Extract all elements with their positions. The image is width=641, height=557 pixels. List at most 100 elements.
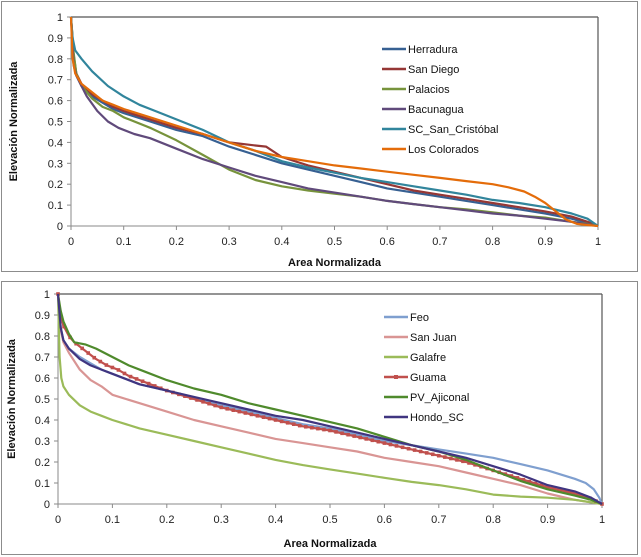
legend-label: Guama: [410, 372, 447, 384]
data-point: [267, 416, 272, 421]
x-tick-label: 0.4: [268, 514, 283, 526]
data-point: [455, 458, 459, 462]
x-tick-label: 0.9: [540, 514, 555, 526]
x-tick-label: 0.2: [169, 236, 184, 248]
data-point: [340, 431, 344, 436]
y-tick-label: 0.2: [48, 179, 63, 191]
y-tick-label: 0.7: [48, 75, 63, 87]
x-axis-title: Area Normalizada: [284, 538, 378, 550]
y-axis-title: Elevación Normalizada: [8, 61, 20, 182]
y-tick-label: 0.1: [35, 478, 50, 490]
data-point: [183, 394, 187, 398]
data-point: [406, 446, 411, 451]
data-point: [563, 489, 568, 494]
legend-label: SC_San_Cristóbal: [408, 124, 499, 136]
data-point: [225, 407, 230, 411]
x-tick-label: 0.3: [214, 514, 229, 526]
series-markers-guama: [56, 292, 604, 506]
data-point: [316, 426, 320, 431]
data-point: [297, 423, 302, 428]
x-tick-label: 0.1: [116, 236, 131, 248]
data-point: [582, 494, 586, 499]
data-point: [213, 403, 217, 408]
data-point: [545, 485, 550, 489]
data-point: [515, 476, 520, 480]
y-tick-label: 0.7: [35, 352, 50, 364]
x-tick-label: 0.4: [274, 236, 289, 248]
data-point: [376, 439, 381, 444]
legend-label: Los Colorados: [408, 144, 479, 156]
legend-label: Galafre: [410, 352, 446, 364]
data-point: [255, 414, 260, 418]
y-tick-label: 0: [57, 221, 63, 233]
data-point: [527, 479, 532, 484]
chart-bottom: 0 0.1 0.2 0.3 0.4 0.5 0.6 0.7 0.8 0.9 1 0 0.1 0.2 0.3 0…: [6, 289, 605, 550]
legend-item-herradura: Herradura: [382, 44, 458, 56]
series-line-herradura: [69, 16, 599, 228]
legend-label: Hondo_SC: [410, 412, 464, 424]
legend-item-pv-ajiconal: PV_Ajiconal: [384, 392, 469, 404]
legend-item-hondo-sc: Hondo_SC: [384, 412, 464, 424]
data-point: [437, 453, 441, 458]
legend-item-bacunagua: Bacunagua: [382, 104, 465, 116]
data-point: [328, 428, 332, 433]
data-point: [237, 409, 242, 414]
legend-label: PV_Ajiconal: [410, 392, 469, 404]
x-tick-label: 0.9: [538, 236, 553, 248]
legend-item-los-colorados: Los Colorados: [382, 144, 479, 156]
chart-panel-top: [1, 1, 638, 272]
data-point: [364, 437, 369, 441]
legend-label: San Juan: [410, 332, 456, 344]
x-tick-label: 0.5: [322, 514, 337, 526]
data-point: [551, 486, 556, 491]
x-tick-label: 0.7: [432, 236, 447, 248]
data-point: [273, 418, 278, 422]
data-point: [152, 384, 157, 388]
data-point: [249, 412, 254, 417]
x-tick-label: 0.6: [377, 514, 392, 526]
legend-label: Feo: [410, 312, 429, 324]
y-tick-label: 0.2: [35, 457, 50, 469]
legend-item-sc-san-crist-bal: SC_San_Cristóbal: [382, 124, 499, 136]
y-tick-label: 0.5: [35, 394, 50, 406]
series-line-feo: [56, 293, 604, 505]
x-tick-label: 0: [55, 514, 61, 526]
data-point: [443, 455, 447, 459]
data-point: [304, 424, 308, 429]
data-point: [219, 405, 223, 410]
data-point: [80, 346, 84, 351]
data-point: [394, 444, 399, 448]
x-tick-label: 1: [599, 514, 605, 526]
data-point: [189, 396, 193, 400]
data-point: [418, 449, 423, 454]
y-tick-label: 1: [57, 12, 63, 24]
y-tick-label: 0: [44, 499, 50, 511]
data-point: [231, 408, 236, 412]
y-tick-label: 0.3: [35, 436, 50, 448]
legend-item-feo: Feo: [384, 312, 429, 324]
legend-item-guama: Guama: [384, 372, 447, 384]
data-point: [92, 355, 97, 360]
data-point: [134, 377, 139, 381]
data-point: [104, 363, 109, 367]
data-point: [449, 456, 453, 461]
x-tick-label: 0.8: [486, 514, 501, 526]
data-point: [279, 419, 284, 424]
y-tick-label: 0.4: [48, 137, 63, 149]
x-tick-label: 0.1: [105, 514, 120, 526]
data-point: [557, 488, 562, 492]
y-tick-label: 0.9: [35, 310, 50, 322]
x-axis-title: Area Normalizada: [288, 257, 382, 269]
y-tick-label: 0.5: [48, 117, 63, 129]
data-point: [195, 398, 199, 402]
x-tick-label: 0.6: [380, 236, 395, 248]
data-point: [400, 445, 405, 450]
data-point: [352, 434, 356, 438]
data-point: [370, 438, 375, 443]
data-point: [201, 400, 205, 404]
data-point: [521, 477, 526, 482]
data-point: [146, 381, 151, 386]
y-tick-label: 0.8: [35, 331, 50, 343]
data-point: [116, 368, 121, 372]
